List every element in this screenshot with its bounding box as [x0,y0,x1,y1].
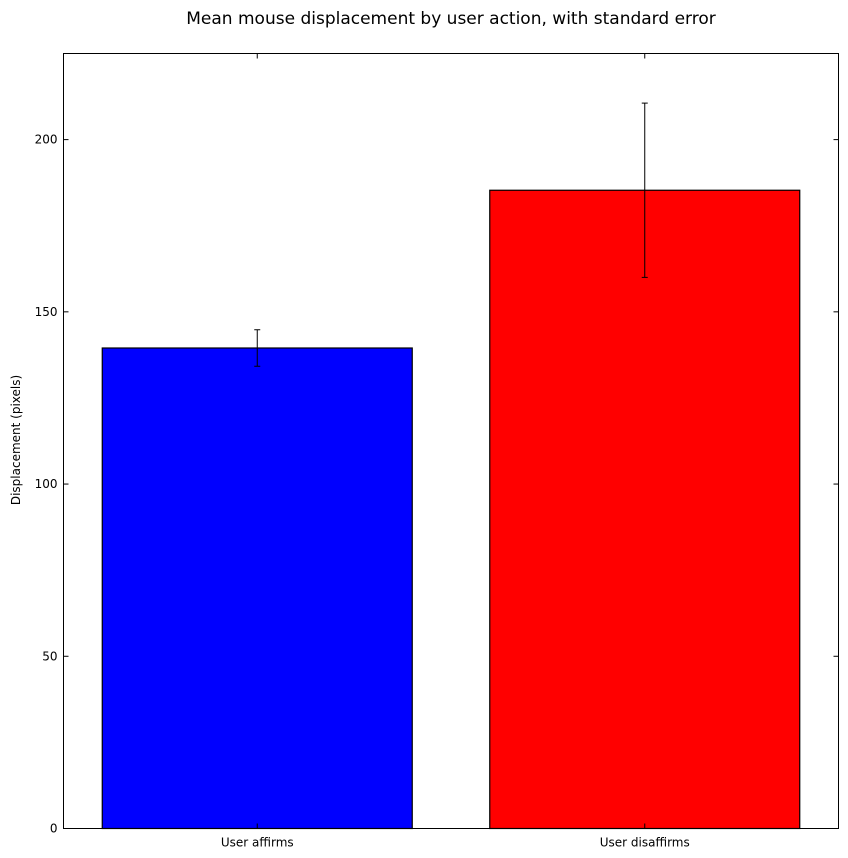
y-tick-label: 150 [35,305,58,319]
bar-user-affirms [101,347,413,830]
bar-user-disaffirms [489,189,801,830]
x-tick-label: User affirms [221,836,294,850]
y-tick-label: 50 [42,649,57,663]
y-tick-label: 200 [35,133,58,147]
x-tick-label: User disaffirms [600,836,690,850]
bars-layer [101,189,801,830]
plot-frame [63,53,839,829]
y-axis-label: Displacement (pixels) [9,375,23,505]
ticks-layer: User affirms User disaffirms 0 50 100 150 200 [35,53,839,850]
chart-title: Mean mouse displacement by user action, … [186,9,715,29]
error-bars-layer [254,102,648,367]
y-tick-label: 100 [35,477,58,491]
y-tick-label: 0 [50,822,58,836]
